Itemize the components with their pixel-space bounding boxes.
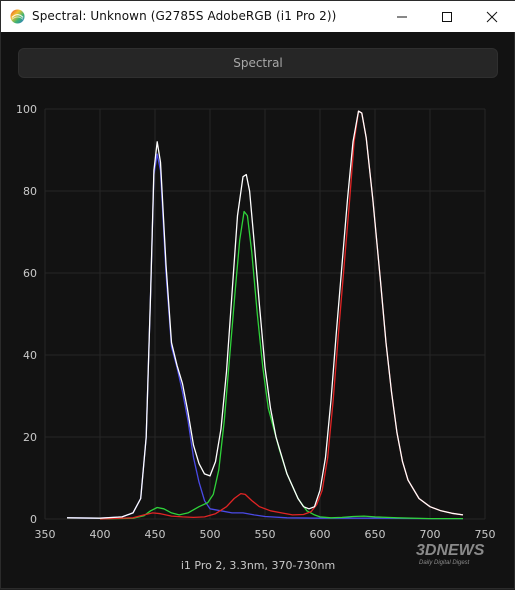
x-tick-label: 500 bbox=[200, 528, 221, 541]
watermark-sub: Daily Digital Digest bbox=[419, 560, 470, 566]
spectral-curve-0 bbox=[66, 110, 464, 519]
watermark-logo: 3DNEWS Daily Digital Digest bbox=[416, 542, 485, 566]
chart-grid bbox=[44, 108, 486, 520]
x-tick-label: 750 bbox=[475, 528, 496, 541]
spectral-button[interactable]: Spectral bbox=[18, 48, 498, 78]
spectral-chart: 350 400 450 500 550 600 650 700 750 0 20 40 60 80 100… bbox=[16, 103, 496, 572]
title-bar[interactable]: Spectral: Unknown (G2785S AdobeRGB (i1 P… bbox=[1, 1, 515, 32]
maximize-icon bbox=[441, 11, 452, 22]
close-icon bbox=[486, 11, 497, 22]
window-title: Spectral: Unknown (G2785S AdobeRGB (i1 P… bbox=[32, 9, 337, 23]
y-tick-label: 100 bbox=[16, 103, 37, 116]
x-tick-label: 650 bbox=[365, 528, 386, 541]
minimize-icon bbox=[396, 16, 407, 17]
y-axis-ticks: 0 20 40 60 80 100 bbox=[16, 103, 37, 526]
y-tick-label: 80 bbox=[23, 185, 37, 198]
y-tick-label: 20 bbox=[23, 431, 37, 444]
maximize-button[interactable] bbox=[424, 1, 469, 32]
watermark-main: 3DNEWS bbox=[416, 542, 485, 559]
x-axis-label: i1 Pro 2, 3.3nm, 370-730nm bbox=[181, 559, 335, 572]
x-tick-label: 600 bbox=[310, 528, 331, 541]
y-tick-label: 0 bbox=[30, 513, 37, 526]
x-tick-label: 700 bbox=[420, 528, 441, 541]
chart-series bbox=[66, 110, 464, 520]
y-tick-label: 60 bbox=[23, 267, 37, 280]
x-tick-label: 550 bbox=[255, 528, 276, 541]
x-axis-ticks: 350 400 450 500 550 600 650 700 750 bbox=[35, 528, 496, 541]
minimize-button[interactable] bbox=[379, 1, 424, 32]
color-wheel-icon bbox=[10, 9, 25, 24]
spectral-curve-2 bbox=[99, 210, 463, 520]
x-tick-label: 400 bbox=[90, 528, 111, 541]
x-tick-label: 350 bbox=[35, 528, 56, 541]
x-tick-label: 450 bbox=[145, 528, 166, 541]
y-tick-label: 40 bbox=[23, 349, 37, 362]
close-button[interactable] bbox=[469, 1, 514, 32]
